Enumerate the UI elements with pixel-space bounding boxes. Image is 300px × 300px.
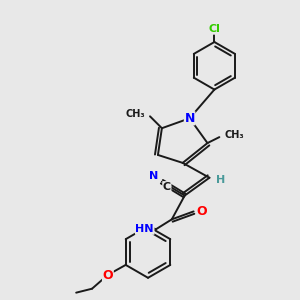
Text: C: C xyxy=(163,182,171,192)
Text: N: N xyxy=(184,112,195,125)
Text: O: O xyxy=(103,269,113,282)
Text: HN: HN xyxy=(136,224,154,234)
Text: N: N xyxy=(149,171,159,181)
Text: O: O xyxy=(196,205,207,218)
Text: CH₃: CH₃ xyxy=(224,130,244,140)
Text: CH₃: CH₃ xyxy=(125,109,145,119)
Text: H: H xyxy=(216,175,225,185)
Text: Cl: Cl xyxy=(208,24,220,34)
